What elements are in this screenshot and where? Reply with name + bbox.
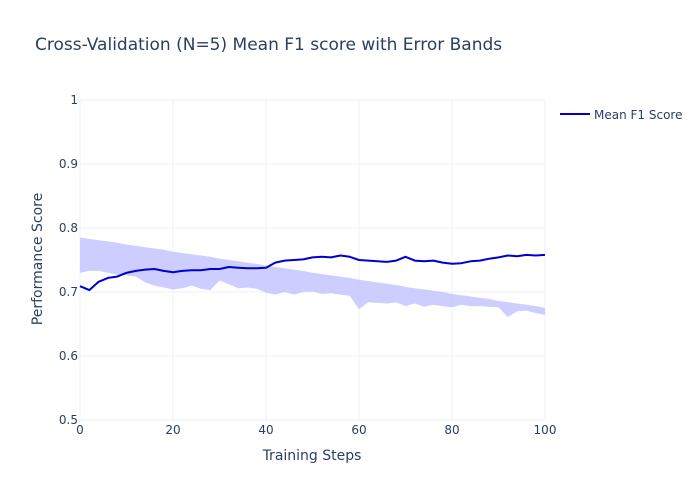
x-tick-label: 0 bbox=[76, 423, 84, 437]
chart-title: Cross-Validation (N=5) Mean F1 score wit… bbox=[35, 35, 502, 55]
y-tick-label: 0.6 bbox=[59, 349, 78, 363]
x-axis-ticks: 0 20 40 60 80 100 bbox=[76, 423, 556, 437]
mean-f1-line[interactable] bbox=[79, 253, 546, 292]
y-tick-label: 1 bbox=[70, 93, 78, 107]
legend[interactable]: Mean F1 Score bbox=[560, 108, 682, 122]
y-tick-label: 0.7 bbox=[59, 285, 78, 299]
x-tick-label: 20 bbox=[165, 423, 180, 437]
y-axis-title: Performance Score bbox=[30, 193, 46, 325]
y-axis-ticks: 0.5 0.6 0.7 0.8 0.9 1 bbox=[59, 93, 78, 427]
error-band-layer bbox=[80, 237, 545, 317]
legend-label: Mean F1 Score bbox=[594, 108, 682, 122]
x-tick-label: 100 bbox=[534, 423, 557, 437]
line-layer bbox=[79, 253, 546, 292]
x-axis-title: Training Steps bbox=[262, 448, 362, 464]
y-tick-label: 0.5 bbox=[59, 413, 78, 427]
y-tick-label: 0.9 bbox=[59, 157, 78, 171]
error-band bbox=[80, 237, 545, 317]
x-tick-label: 80 bbox=[444, 423, 459, 437]
x-tick-label: 40 bbox=[258, 423, 273, 437]
x-tick-label: 60 bbox=[351, 423, 366, 437]
y-tick-label: 0.8 bbox=[59, 221, 78, 235]
